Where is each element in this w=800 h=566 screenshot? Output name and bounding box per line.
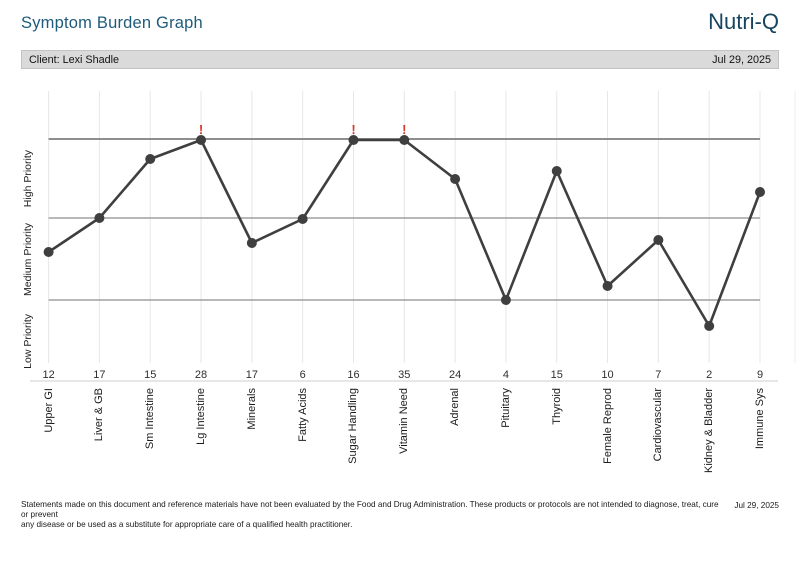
- x-category-label: Cardiovascular: [652, 388, 665, 462]
- data-point: [43, 247, 54, 257]
- data-point: [755, 187, 765, 197]
- report-date: Jul 29, 2025: [712, 53, 771, 66]
- x-axis-value: 35: [398, 369, 410, 381]
- x-axis-value: 12: [42, 369, 54, 381]
- x-category-label: Thyroid: [550, 388, 563, 425]
- y-band-label: Medium Priority: [22, 222, 34, 296]
- x-category-label: Kidney & Bladder: [703, 388, 716, 473]
- data-point: [602, 281, 613, 291]
- data-point: [704, 321, 715, 331]
- data-point: [145, 154, 156, 164]
- warning-icon: !: [199, 122, 203, 137]
- client-bar: Client: Lexi Shadle Jul 29, 2025: [21, 50, 779, 69]
- x-axis-value: 4: [503, 369, 509, 381]
- x-category-label: Sugar Handling: [347, 388, 360, 464]
- x-axis-value: 16: [347, 369, 359, 381]
- data-point: [551, 166, 562, 176]
- x-category-label: Immune Sys: [754, 388, 766, 450]
- x-category-label: Vitamin Need: [398, 388, 411, 454]
- data-point: [196, 135, 207, 145]
- x-axis-value: 6: [300, 369, 306, 381]
- x-category-label: Pituitary: [499, 388, 512, 428]
- data-point: [94, 213, 105, 223]
- x-axis-value: 2: [706, 369, 712, 381]
- data-point: [297, 214, 308, 224]
- x-axis-value: 17: [93, 369, 105, 381]
- x-axis-value: 28: [195, 369, 207, 381]
- x-category-label: Liver & GB: [93, 388, 106, 442]
- x-axis-value: 10: [601, 369, 613, 381]
- client-name: Client: Lexi Shadle: [29, 53, 120, 66]
- warning-icon: !: [351, 122, 355, 137]
- x-category-label: Sm Intestine: [144, 388, 157, 450]
- page-title: Symptom Burden Graph: [21, 14, 203, 32]
- footer-date: Jul 29, 2025: [734, 501, 779, 510]
- data-point: [653, 235, 664, 245]
- y-band-label: Low Priority: [22, 313, 34, 369]
- x-category-label: Adrenal: [449, 388, 462, 426]
- warning-icon: !: [402, 122, 406, 137]
- data-point: [500, 295, 511, 305]
- brand-logo: Nutri-Q: [708, 9, 779, 34]
- x-category-label: Female Reprod: [601, 388, 614, 464]
- x-axis-value: 17: [246, 369, 258, 381]
- x-axis-value: 15: [551, 369, 563, 381]
- disclaimer-text: Statements made on this document and ref…: [21, 500, 719, 529]
- x-axis-value: 15: [144, 369, 156, 381]
- data-point: [348, 135, 359, 145]
- x-axis-value: 7: [655, 369, 661, 381]
- y-band-label: High Priority: [22, 149, 34, 208]
- x-category-label: Lg Intestine: [195, 388, 208, 445]
- x-category-label: Minerals: [245, 388, 258, 430]
- x-category-label: Fatty Acids: [296, 388, 309, 442]
- x-axis-value: 24: [449, 369, 461, 381]
- x-category-label: Upper GI: [42, 388, 55, 433]
- data-point: [399, 135, 410, 145]
- data-point: [246, 238, 257, 248]
- x-axis-value: 9: [757, 369, 763, 381]
- data-point: [450, 174, 461, 184]
